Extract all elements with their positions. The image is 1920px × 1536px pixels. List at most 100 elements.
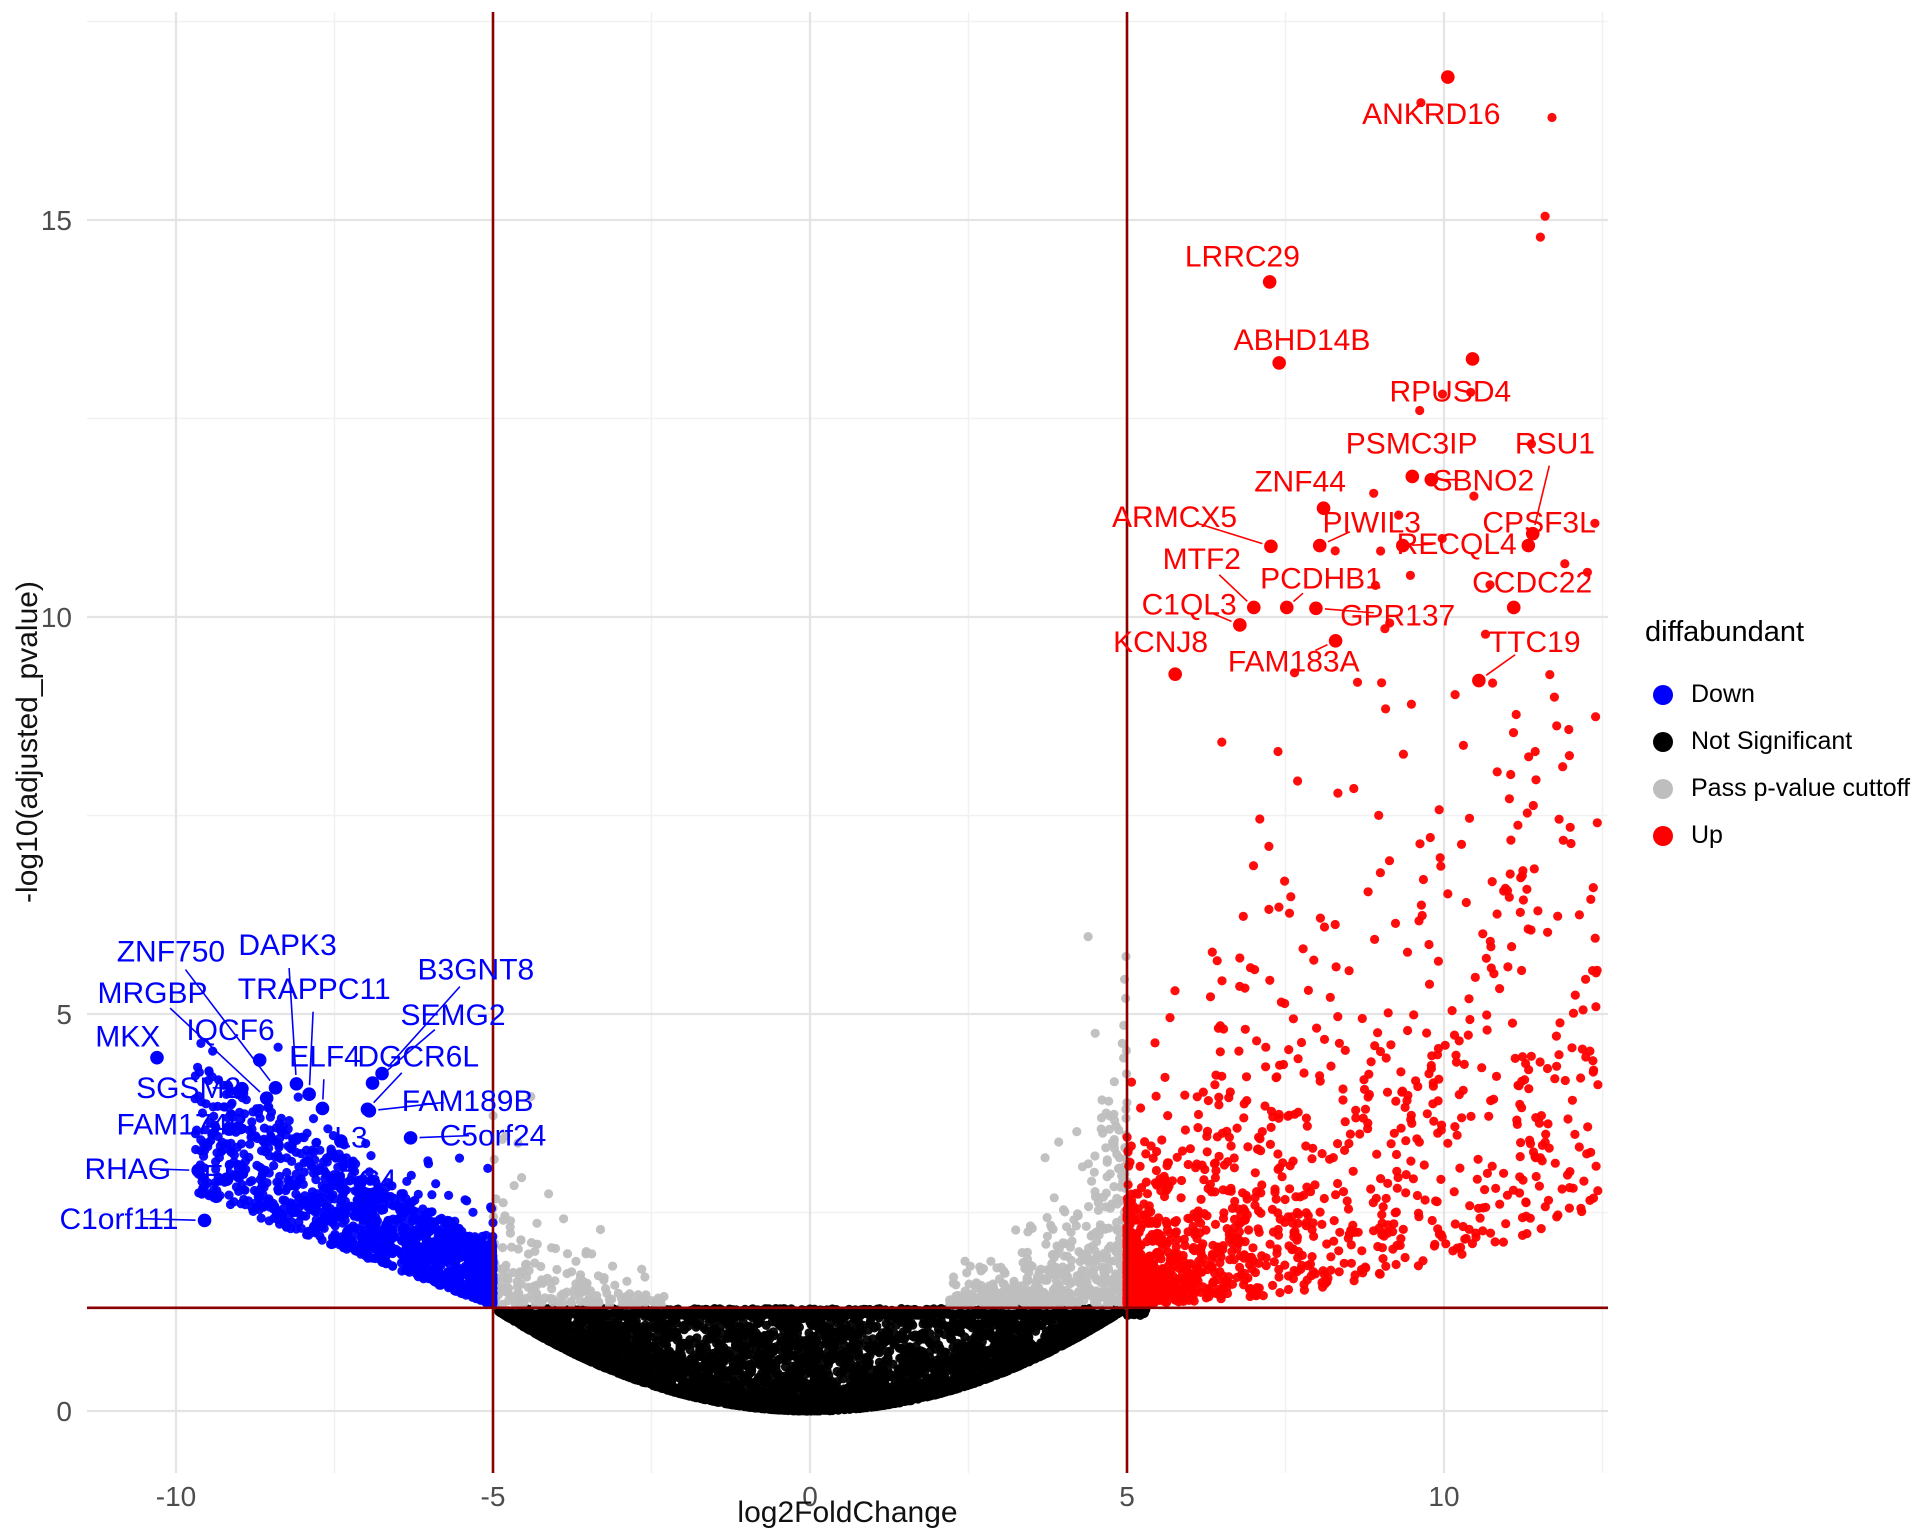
- x-tick-label: 5: [1119, 1481, 1135, 1512]
- gene-point: [1272, 356, 1286, 370]
- gene-point: [1395, 538, 1410, 553]
- legend-dot-pass-pvalue: [1653, 778, 1673, 799]
- gene-point: [1465, 352, 1480, 366]
- gene-point: [1316, 501, 1331, 516]
- gene-leader-line: [212, 1086, 233, 1090]
- gene-point: [362, 1104, 377, 1118]
- gene-label: PSMC3IP: [1346, 427, 1478, 460]
- gene-point: [1328, 634, 1343, 648]
- gene-leader-line: [373, 1072, 403, 1104]
- gene-leader-line: [151, 1168, 190, 1171]
- legend-item-not-significant: a Not Significant: [1645, 718, 1917, 765]
- gene-label: GPR137: [1340, 600, 1455, 633]
- legend-label-up: Up: [1691, 821, 1723, 849]
- gene-leader-line: [206, 1125, 221, 1129]
- legend-key-up-icon: a: [1645, 818, 1681, 854]
- y-tick-label: 0: [56, 1396, 72, 1427]
- legend-label-pass-pvalue: Pass p-value cuttoff: [1691, 774, 1911, 802]
- gene-point: [1405, 469, 1420, 484]
- gene-point: [1262, 275, 1277, 289]
- gene-label: SEMG2: [401, 999, 506, 1032]
- gene-leader-line: [1485, 654, 1516, 676]
- legend-dot-up: [1653, 825, 1673, 846]
- gene-point: [1472, 673, 1486, 688]
- y-tick-label: 10: [41, 602, 72, 633]
- x-tick-label: -5: [481, 1481, 506, 1512]
- points-pass_right: [945, 932, 1132, 1310]
- legend-label-down: Down: [1691, 680, 1755, 708]
- gene-leader-line: [1292, 592, 1304, 603]
- gene-label: RPUSD4: [1389, 376, 1511, 409]
- gene-point: [1309, 601, 1323, 616]
- gene-label: ZNF44: [1254, 465, 1346, 498]
- gene-label: LRRC29: [1185, 241, 1300, 274]
- gene-point: [252, 1053, 267, 1067]
- y-tick-label: 5: [56, 999, 72, 1030]
- legend: diffabundant a Down a Not Significant a …: [1645, 616, 1917, 859]
- gene-point: [302, 1087, 316, 1101]
- gene-label: PIWIL3: [1323, 507, 1421, 540]
- gene-label: RSU1: [1515, 427, 1595, 460]
- x-tick-label: 10: [1428, 1481, 1459, 1512]
- gene-label: MKX: [95, 1020, 160, 1053]
- gene-leader-line: [142, 1217, 196, 1221]
- gene-label: EC4: [338, 1164, 396, 1197]
- gene-label: B3GNT8: [418, 954, 535, 987]
- gridlines: [87, 12, 1608, 1473]
- gene-point: [1521, 538, 1536, 553]
- legend-dot-not-significant: [1653, 731, 1673, 752]
- gene-point: [1279, 600, 1294, 615]
- scatter-points: [190, 98, 1603, 1416]
- gene-leader-line: [378, 1029, 436, 1078]
- gene-label: CCDC22: [1472, 566, 1592, 599]
- y-axis-title: -log10(adjusted_pvalue): [11, 581, 44, 903]
- gene-label: DAPK3: [238, 929, 336, 962]
- gene-point: [403, 1131, 418, 1145]
- gene-point: [334, 1134, 348, 1148]
- gene-label: RHAG: [84, 1153, 171, 1186]
- gene-label: SGSM2: [136, 1072, 241, 1105]
- gene-label: SBNO2: [1432, 465, 1534, 498]
- gene-point: [375, 1066, 389, 1081]
- gene-leader-line: [1210, 612, 1232, 623]
- gene-leader-line: [419, 1134, 470, 1139]
- gene-leader-line: [1534, 465, 1551, 526]
- gene-label: ELF4: [289, 1040, 361, 1073]
- gene-leader-line: [1218, 574, 1248, 602]
- gene-leader-line: [322, 1079, 325, 1100]
- gene-point: [1312, 538, 1327, 553]
- gene-point: [1168, 667, 1182, 681]
- y-tick-label: 15: [41, 205, 72, 236]
- gene-point: [197, 1213, 212, 1228]
- legend-item-pass-pvalue: a Pass p-value cuttoff: [1645, 765, 1917, 812]
- axis-tick-labels: -10 -5 0 5 10 0 5 10 15: [41, 205, 1460, 1512]
- gene-label: ABHD14B: [1234, 324, 1371, 357]
- legend-item-up: a Up: [1645, 812, 1917, 859]
- gene-leader-line: [1327, 530, 1351, 543]
- gene-label: IQCF6: [186, 1014, 274, 1047]
- gene-point: [235, 1081, 249, 1096]
- gene-point: [1506, 600, 1521, 615]
- gene-label: C1QL3: [1142, 589, 1237, 622]
- gene-leader-line: [387, 986, 461, 1068]
- points-not_significant: [493, 1305, 1127, 1416]
- gene-label: FAM174B: [116, 1109, 248, 1142]
- gene-leader-line: [288, 968, 297, 1075]
- gene-point: [353, 1175, 367, 1190]
- gene-label: MRGBP: [98, 977, 208, 1010]
- legend-key-down-icon: a: [1645, 677, 1681, 713]
- points-up: [1122, 98, 1603, 1309]
- gene-point: [1233, 618, 1247, 632]
- gene-point: [150, 1050, 164, 1065]
- legend-key-not-significant-icon: a: [1645, 724, 1681, 760]
- points-up_right_edge: [1397, 670, 1559, 1125]
- gene-label: ANKRD16: [1362, 98, 1500, 131]
- gene-label: RECQL4: [1397, 528, 1517, 561]
- gene-label: C1orf111: [59, 1203, 178, 1236]
- gene-label: FAM183A: [1228, 646, 1360, 679]
- gene-label: CPSF3L: [1482, 507, 1595, 540]
- legend-item-down: a Down: [1645, 671, 1917, 718]
- gene-label: EP: [204, 1159, 244, 1192]
- gene-label: ZNF750: [117, 935, 225, 968]
